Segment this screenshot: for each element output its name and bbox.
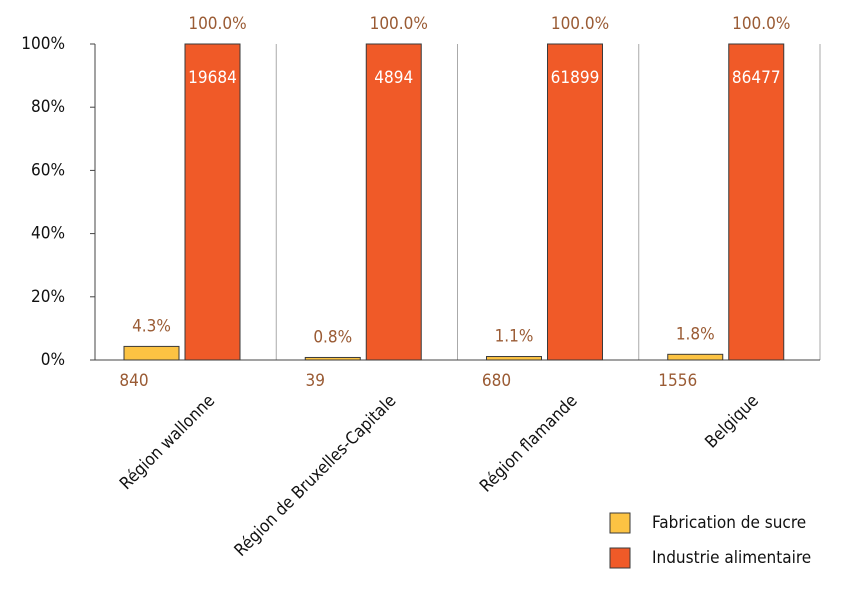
value-label: 0.8% — [313, 327, 352, 347]
count-label: 19684 — [188, 68, 237, 88]
legend-label: Industrie alimentaire — [652, 548, 811, 568]
value-label: 100.0% — [732, 14, 790, 34]
bar — [728, 43, 785, 361]
count-label: 1556 — [658, 371, 697, 391]
y-tick-label: 80% — [31, 97, 65, 117]
bar — [304, 356, 361, 361]
count-label: 61899 — [551, 68, 600, 88]
value-label: 1.1% — [495, 327, 534, 347]
y-tick-label: 20% — [31, 287, 65, 307]
value-label: 4.3% — [132, 316, 171, 336]
bar — [667, 353, 724, 361]
x-tick-label: Belgique — [701, 391, 762, 452]
count-label: 4894 — [374, 68, 413, 88]
count-label: 840 — [119, 371, 148, 391]
bar — [123, 345, 180, 361]
value-label: 100.0% — [370, 14, 428, 34]
y-tick-label: 100% — [21, 34, 65, 54]
legend-label: Fabrication de sucre — [652, 513, 806, 533]
legend-swatch — [609, 512, 631, 534]
legend-swatch — [609, 547, 631, 569]
value-label: 100.0% — [188, 14, 246, 34]
count-label: 680 — [482, 371, 511, 391]
count-label: 39 — [306, 371, 325, 391]
value-label: 100.0% — [551, 14, 609, 34]
y-tick-label: 40% — [31, 224, 65, 244]
count-label: 86477 — [732, 68, 781, 88]
x-tick-label: Région flamande — [476, 391, 582, 497]
bar — [365, 43, 422, 361]
y-tick-label: 60% — [31, 160, 65, 180]
x-tick-label: Région wallonne — [116, 391, 219, 494]
bar — [486, 356, 542, 361]
bar — [184, 43, 241, 361]
y-tick-label: 0% — [41, 350, 65, 370]
x-tick-label: Région de Bruxelles-Capitale — [231, 391, 401, 561]
value-label: 1.8% — [676, 324, 715, 344]
bar — [547, 43, 603, 361]
